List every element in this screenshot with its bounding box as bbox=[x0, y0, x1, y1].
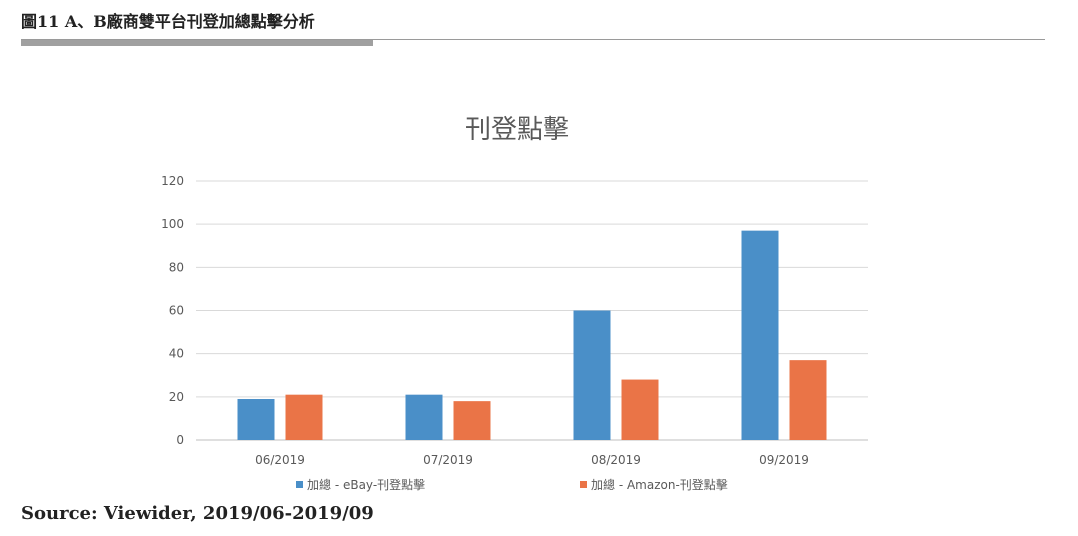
bar-amazon bbox=[789, 360, 827, 440]
bar-ebay bbox=[741, 230, 779, 440]
y-tick-label: 80 bbox=[169, 260, 184, 274]
bar-amazon bbox=[285, 394, 323, 440]
chart-title: 刊登點擊 bbox=[465, 115, 569, 145]
x-tick-label: 08/2019 bbox=[591, 453, 641, 467]
y-tick-label: 100 bbox=[161, 217, 184, 231]
source-note: Source: Viewider, 2019/06-2019/09 bbox=[21, 503, 374, 524]
y-axis-ticks: 0 20 40 60 80 100 120 bbox=[161, 174, 184, 447]
legend-label: 加總 - Amazon-刊登點擊 bbox=[591, 477, 728, 492]
x-tick-label: 06/2019 bbox=[255, 453, 305, 467]
y-tick-label: 60 bbox=[169, 304, 184, 318]
legend-label: 加總 - eBay-刊登點擊 bbox=[307, 477, 425, 492]
bar-ebay bbox=[237, 398, 275, 440]
figure-title: 圖11 A、B廠商雙平台刊登加總點擊分析 bbox=[21, 12, 315, 31]
bars bbox=[237, 230, 827, 440]
legend: 加總 - eBay-刊登點擊 加總 - Amazon-刊登點擊 bbox=[296, 477, 728, 492]
title-divider bbox=[21, 39, 1045, 40]
y-tick-label: 40 bbox=[169, 347, 184, 361]
bar-ebay bbox=[405, 394, 443, 440]
x-tick-label: 09/2019 bbox=[759, 453, 809, 467]
legend-swatch bbox=[296, 481, 303, 488]
y-tick-label: 120 bbox=[161, 174, 184, 188]
bar-ebay bbox=[573, 310, 611, 440]
bar-amazon bbox=[453, 401, 491, 440]
y-tick-label: 0 bbox=[176, 433, 184, 447]
bar-amazon bbox=[621, 379, 659, 440]
legend-swatch bbox=[580, 481, 587, 488]
x-axis-ticks: 06/2019 07/2019 08/2019 09/2019 bbox=[255, 453, 809, 467]
x-tick-label: 07/2019 bbox=[423, 453, 473, 467]
title-accent-bar bbox=[21, 40, 373, 46]
y-tick-label: 20 bbox=[169, 390, 184, 404]
